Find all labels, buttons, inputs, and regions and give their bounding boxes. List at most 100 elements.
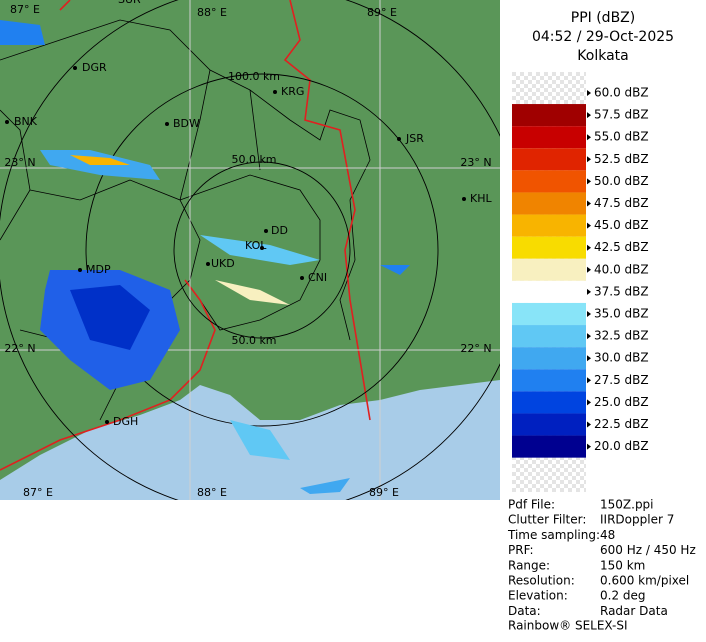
legend-swatch	[512, 126, 586, 149]
place-label: MDP	[86, 263, 111, 276]
legend-arrow	[587, 90, 591, 96]
place-label: KOL	[245, 239, 267, 252]
legend-label: 35.0 dBZ	[594, 307, 649, 321]
echoes	[0, 20, 410, 494]
range-rings	[0, 0, 500, 500]
legend-swatch	[512, 325, 586, 348]
place-label: KHL	[470, 192, 492, 205]
legend-label: 42.5 dBZ	[594, 240, 649, 254]
legend-arrow	[587, 178, 591, 185]
graticule-label: 89° E	[367, 6, 397, 19]
legend-swatch	[512, 170, 586, 193]
info-value: 0.2 deg	[600, 589, 646, 603]
legend-arrow	[587, 134, 591, 141]
legend-swatch	[512, 258, 586, 281]
legend-swatch	[512, 391, 586, 414]
info-value: 48	[600, 528, 615, 542]
legend-label: 27.5 dBZ	[594, 373, 649, 387]
info-key: Elevation:	[508, 589, 568, 603]
legend-swatch	[512, 104, 586, 127]
place-label: KRG	[281, 85, 304, 98]
info-table: Pdf File: 150Z.ppi Clutter Filter: IIRDoppl…	[507, 498, 696, 618]
legend-arrow	[587, 443, 591, 450]
graticule-label: 23° N	[460, 156, 491, 169]
map-labels: SUR DGR BNK BDW KRG JSR KHL DD KOL UKD CNI MDP DGH 87…	[4, 0, 492, 499]
legend-label: 50.0 dBZ	[594, 174, 649, 188]
info-value: IIRDoppler 7	[600, 513, 674, 527]
legend: 60.0 dBZ 57.5 dBZ 55.0 dBZ 52.5 dBZ 50.0 dBZ…	[512, 72, 649, 492]
title: PPI (dBZ)	[571, 10, 635, 26]
legend-label: 57.5 dBZ	[594, 108, 649, 122]
graticule-label: 88° E	[197, 486, 227, 499]
range-label: 50.0 km	[231, 153, 276, 166]
graticule-label: 22° N	[4, 342, 35, 355]
legend-arrow	[587, 200, 591, 207]
legend-label: 55.0 dBZ	[594, 130, 649, 144]
info-key: Time sampling:	[507, 528, 600, 542]
place-label: CNI	[308, 271, 327, 284]
place-label: DGH	[113, 415, 138, 428]
legend-swatch	[512, 192, 586, 215]
legend-swatch	[512, 413, 586, 436]
info-key: Pdf File:	[508, 498, 555, 512]
graticule-label: 87° E	[10, 3, 40, 16]
site: Kolkata	[577, 48, 628, 64]
legend-swatch	[512, 280, 586, 303]
legend-swatch	[512, 214, 586, 237]
graticule-label: 89° E	[369, 486, 399, 499]
place-label: UKD	[211, 257, 235, 270]
graticule-label: 87° E	[23, 486, 53, 499]
legend-swatch	[512, 302, 586, 326]
info-value: 150Z.ppi	[600, 498, 654, 512]
legend-arrow	[587, 355, 591, 362]
legend-label: 22.5 dBZ	[594, 417, 649, 431]
info-key: Clutter Filter:	[508, 513, 586, 527]
legend-swatch	[512, 435, 586, 458]
graticule-label: 22° N	[460, 342, 491, 355]
place-label: DD	[271, 224, 288, 237]
info-key: PRF:	[508, 543, 534, 557]
info-key: Range:	[508, 558, 550, 572]
place-label: JSR	[405, 132, 424, 145]
legend-arrow	[587, 421, 591, 428]
timestamp: 04:52 / 29-Oct-2025	[532, 29, 674, 45]
legend-swatch	[512, 347, 586, 370]
legend-arrow	[587, 377, 591, 384]
info-value: 600 Hz / 450 Hz	[600, 543, 696, 557]
legend-arrow	[587, 156, 591, 163]
footer: Rainbow® SELEX-SI	[508, 619, 628, 633]
place-label: BDW	[173, 117, 200, 130]
legend-label: 37.5 dBZ	[594, 284, 649, 298]
info-value: Radar Data	[600, 604, 668, 618]
legend-swatch	[512, 369, 586, 392]
legend-arrow	[587, 288, 591, 295]
legend-label: 40.0 dBZ	[594, 262, 649, 276]
legend-label: 60.0 dBZ	[594, 86, 649, 100]
place-label: BNK	[14, 115, 38, 128]
legend-label: 52.5 dBZ	[594, 152, 649, 166]
legend-arrow	[587, 311, 591, 317]
place-label: DGR	[82, 61, 107, 74]
boundaries	[0, 0, 371, 471]
legend-arrow	[587, 333, 591, 340]
legend-label: 47.5 dBZ	[594, 196, 649, 210]
legend-arrow	[587, 399, 591, 406]
legend-arrow	[587, 222, 591, 229]
legend-swatch	[512, 148, 586, 171]
graticule-label: 88° E	[197, 6, 227, 19]
legend-arrow	[587, 112, 591, 119]
legend-label: 45.0 dBZ	[594, 218, 649, 232]
range-label: 50.0 km	[231, 334, 276, 347]
place-label: SUR	[118, 0, 141, 6]
legend-label: 25.0 dBZ	[594, 395, 649, 409]
info-key: Resolution:	[508, 574, 575, 588]
legend-label: 32.5 dBZ	[594, 329, 649, 343]
place-dots	[5, 66, 466, 424]
info-key: Data:	[508, 604, 541, 618]
legend-label: 30.0 dBZ	[594, 351, 649, 365]
legend-label: 20.0 dBZ	[594, 439, 649, 453]
legend-arrow	[587, 244, 591, 251]
info-value: 0.600 km/pixel	[600, 574, 689, 588]
legend-arrow	[587, 266, 591, 273]
